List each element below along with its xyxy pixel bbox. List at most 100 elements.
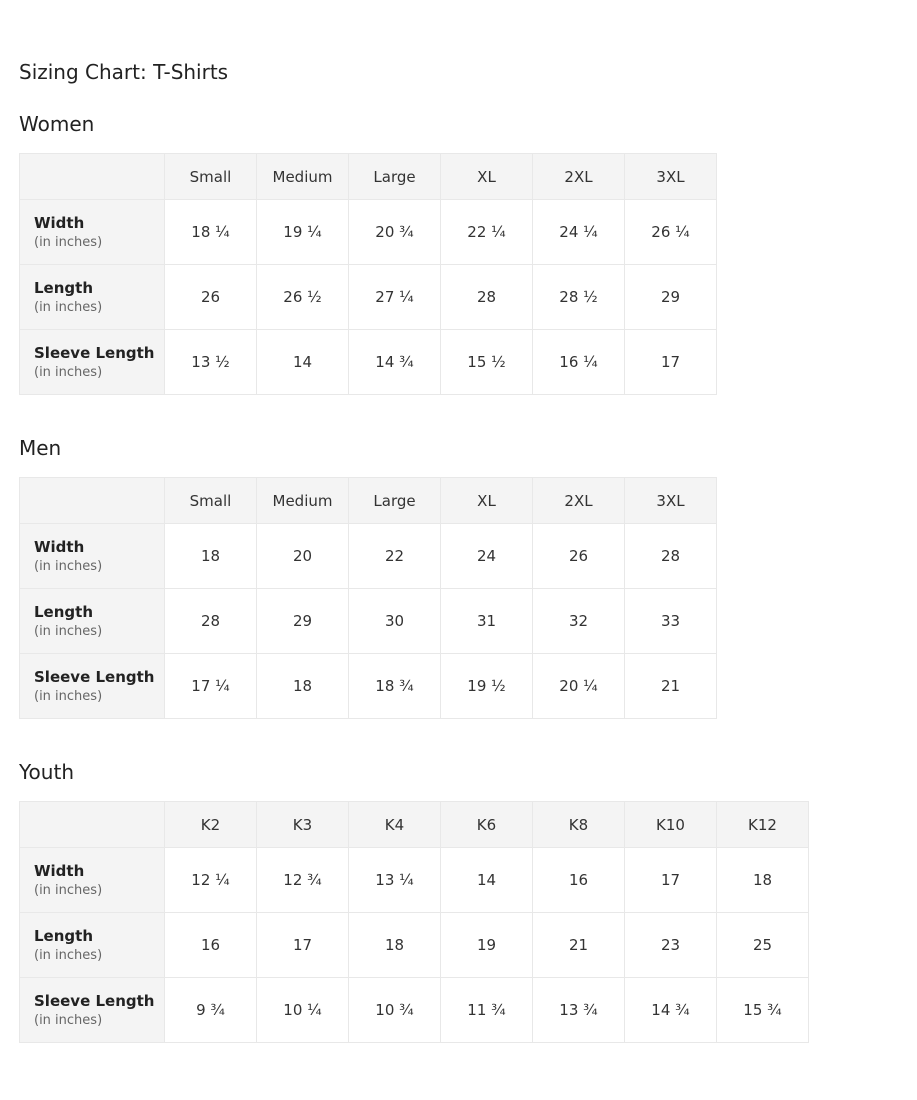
measurement-value: 16 ¼ <box>532 329 625 395</box>
measurement-value: 13 ¼ <box>348 847 441 913</box>
page-title: Sizing Chart: T-Shirts <box>19 60 229 84</box>
section-title-men: Men <box>19 436 62 460</box>
measurement-value: 20 ¾ <box>348 199 441 265</box>
measurement-name: Sleeve Length <box>34 344 155 362</box>
measurement-value: 29 <box>256 588 349 654</box>
size-header: XL <box>440 153 533 200</box>
measurement-value: 25 <box>716 912 809 978</box>
measurement-name: Length <box>34 279 93 297</box>
measurement-value: 17 <box>624 329 717 395</box>
measurement-value: 14 ¾ <box>348 329 441 395</box>
measurement-value: 24 ¼ <box>532 199 625 265</box>
size-header: K3 <box>256 801 349 848</box>
table-row: Width (in inches) 12 ¼ 12 ¾ 13 ¼ 14 16 17 18 <box>19 847 809 913</box>
measurement-value: 22 ¼ <box>440 199 533 265</box>
corner-cell <box>19 801 165 848</box>
measurement-value: 28 <box>164 588 257 654</box>
size-header: 3XL <box>624 477 717 524</box>
measurement-value: 29 <box>624 264 717 330</box>
measurement-value: 28 ½ <box>532 264 625 330</box>
size-header: Small <box>164 477 257 524</box>
size-header: K10 <box>624 801 717 848</box>
measurement-value: 26 <box>532 523 625 589</box>
unit-note: (in inches) <box>34 559 103 574</box>
size-header: 3XL <box>624 153 717 200</box>
unit-note: (in inches) <box>34 365 103 380</box>
size-header: 2XL <box>532 153 625 200</box>
row-label: Length (in inches) <box>19 912 165 978</box>
measurement-value: 20 ¼ <box>532 653 625 719</box>
unit-note: (in inches) <box>34 235 103 250</box>
size-table-youth: K2 K3 K4 K6 K8 K10 K12 Width (in inches) 12 ¼ 12 ¾… <box>19 801 809 1043</box>
section-title-youth: Youth <box>19 760 74 784</box>
table-row: Sleeve Length (in inches) 13 ½ 14 14 ¾ 15 ½ 16… <box>19 329 717 395</box>
measurement-value: 19 ½ <box>440 653 533 719</box>
unit-note: (in inches) <box>34 883 103 898</box>
size-table-men: Small Medium Large XL 2XL 3XL Width (in inches)… <box>19 477 717 719</box>
section-title-women: Women <box>19 112 95 136</box>
measurement-value: 17 <box>256 912 349 978</box>
measurement-value: 26 ¼ <box>624 199 717 265</box>
measurement-value: 18 <box>164 523 257 589</box>
size-header: Medium <box>256 477 349 524</box>
measurement-value: 14 ¾ <box>624 977 717 1043</box>
measurement-value: 9 ¾ <box>164 977 257 1043</box>
measurement-value: 30 <box>348 588 441 654</box>
row-label: Width (in inches) <box>19 199 165 265</box>
measurement-value: 23 <box>624 912 717 978</box>
measurement-value: 18 <box>348 912 441 978</box>
size-header: Large <box>348 477 441 524</box>
unit-note: (in inches) <box>34 624 103 639</box>
measurement-value: 24 <box>440 523 533 589</box>
table-row: Width (in inches) 18 ¼ 19 ¼ 20 ¾ 22 ¼ 24 ¼ 26 ¼ <box>19 199 717 265</box>
measurement-value: 26 <box>164 264 257 330</box>
size-header: XL <box>440 477 533 524</box>
table-row: Width (in inches) 18 20 22 24 26 28 <box>19 523 717 589</box>
unit-note: (in inches) <box>34 1013 103 1028</box>
measurement-value: 27 ¼ <box>348 264 441 330</box>
measurement-value: 12 ¼ <box>164 847 257 913</box>
measurement-value: 17 ¼ <box>164 653 257 719</box>
measurement-value: 18 <box>256 653 349 719</box>
table-header-row: K2 K3 K4 K6 K8 K10 K12 <box>19 801 809 848</box>
size-header: Small <box>164 153 257 200</box>
measurement-name: Width <box>34 214 85 232</box>
measurement-name: Sleeve Length <box>34 668 155 686</box>
table-header-row: Small Medium Large XL 2XL 3XL <box>19 477 717 524</box>
measurement-value: 10 ¾ <box>348 977 441 1043</box>
table-row: Length (in inches) 28 29 30 31 32 33 <box>19 588 717 654</box>
measurement-value: 13 ¾ <box>532 977 625 1043</box>
unit-note: (in inches) <box>34 689 103 704</box>
row-label: Sleeve Length (in inches) <box>19 329 165 395</box>
measurement-value: 15 ½ <box>440 329 533 395</box>
measurement-name: Width <box>34 538 85 556</box>
measurement-value: 18 <box>716 847 809 913</box>
row-label: Length (in inches) <box>19 588 165 654</box>
measurement-value: 20 <box>256 523 349 589</box>
unit-note: (in inches) <box>34 948 103 963</box>
size-header: K4 <box>348 801 441 848</box>
measurement-value: 14 <box>256 329 349 395</box>
measurement-value: 19 <box>440 912 533 978</box>
measurement-value: 10 ¼ <box>256 977 349 1043</box>
measurement-name: Width <box>34 862 85 880</box>
measurement-value: 21 <box>624 653 717 719</box>
size-header: K12 <box>716 801 809 848</box>
measurement-value: 12 ¾ <box>256 847 349 913</box>
size-header: Large <box>348 153 441 200</box>
size-header: K6 <box>440 801 533 848</box>
size-header: K8 <box>532 801 625 848</box>
measurement-value: 15 ¾ <box>716 977 809 1043</box>
measurement-value: 14 <box>440 847 533 913</box>
measurement-name: Length <box>34 927 93 945</box>
table-row: Length (in inches) 16 17 18 19 21 23 25 <box>19 912 809 978</box>
measurement-value: 16 <box>532 847 625 913</box>
measurement-value: 13 ½ <box>164 329 257 395</box>
measurement-value: 19 ¼ <box>256 199 349 265</box>
table-row: Length (in inches) 26 26 ½ 27 ¼ 28 28 ½ 29 <box>19 264 717 330</box>
measurement-value: 18 ¼ <box>164 199 257 265</box>
table-row: Sleeve Length (in inches) 17 ¼ 18 18 ¾ 19 ½ 20… <box>19 653 717 719</box>
row-label: Length (in inches) <box>19 264 165 330</box>
measurement-value: 21 <box>532 912 625 978</box>
